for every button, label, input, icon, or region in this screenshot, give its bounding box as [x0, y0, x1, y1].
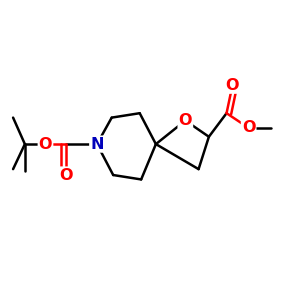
Text: O: O	[59, 167, 73, 182]
Text: O: O	[242, 120, 255, 135]
Text: N: N	[90, 136, 104, 152]
Text: O: O	[178, 113, 192, 128]
Text: O: O	[226, 78, 239, 93]
Text: O: O	[39, 136, 52, 152]
